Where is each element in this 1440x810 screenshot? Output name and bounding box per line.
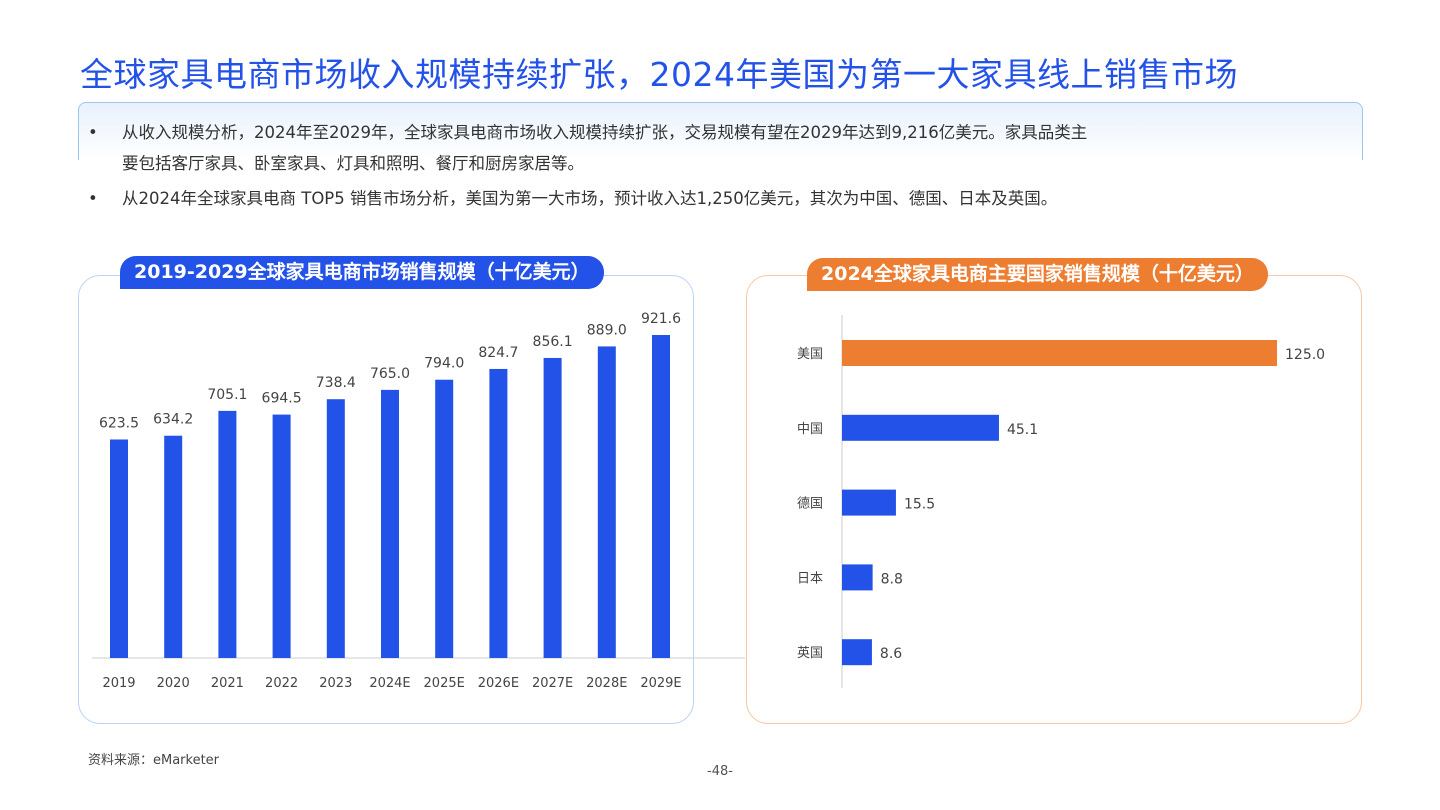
data-label-英国: 8.6: [880, 646, 902, 662]
bar-中国: [842, 414, 999, 441]
y-tick-英国: 英国: [797, 646, 823, 661]
source-note: 资料来源：eMarketer: [88, 753, 220, 768]
page-number: -48-: [707, 764, 733, 779]
bar-日本: [842, 564, 873, 591]
bullet-text: 从收入规模分析，2024年至2029年，全球家具电商市场收入规模持续扩张，交易规…: [122, 123, 1088, 142]
y-tick-美国: 美国: [797, 347, 823, 362]
right-chart-title: 2024全球家具电商主要国家销售规模（十亿美元）: [807, 258, 1268, 291]
data-label-德国: 15.5: [904, 497, 935, 513]
bullet-dot: •: [88, 123, 98, 142]
x-tick-2022: 2022: [265, 676, 298, 691]
data-label-2027E: 856.1: [533, 334, 573, 350]
x-tick-2023: 2023: [319, 676, 352, 691]
data-label-日本: 8.8: [881, 571, 903, 587]
bullet-dot: •: [88, 189, 98, 208]
data-label-2025E: 794.0: [424, 356, 464, 372]
bar-美国: [842, 340, 1277, 366]
bar-英国: [842, 639, 872, 666]
x-tick-2025E: 2025E: [424, 676, 465, 691]
left-chart-title: 2019-2029全球家具电商市场销售规模（十亿美元）: [120, 256, 604, 289]
x-tick-2019: 2019: [102, 676, 135, 691]
y-tick-日本: 日本: [797, 571, 823, 586]
x-tick-2029E: 2029E: [640, 676, 681, 691]
y-tick-德国: 德国: [797, 497, 823, 512]
data-label-2026E: 824.7: [478, 345, 518, 361]
bar-2019: [110, 439, 128, 658]
data-label-2020: 634.2: [153, 412, 193, 428]
bar-2021: [218, 410, 237, 658]
y-tick-中国: 中国: [797, 422, 823, 437]
bar-2025E: [435, 379, 454, 658]
data-label-2021: 705.1: [207, 387, 247, 403]
data-label-美国: 125.0: [1285, 347, 1325, 363]
bar-2028E: [597, 346, 616, 658]
x-tick-2021: 2021: [211, 676, 244, 691]
bar-2022: [272, 414, 291, 658]
data-label-中国: 45.1: [1007, 422, 1038, 438]
bar-德国: [842, 489, 896, 516]
summary-box: [78, 102, 1363, 160]
data-label-2022: 694.5: [262, 391, 302, 407]
bar-2026E: [489, 368, 508, 658]
bullet-text: 从2024年全球家具电商 TOP5 销售市场分析，美国为第一大市场，预计收入达1…: [122, 189, 1058, 208]
bar-2020: [164, 435, 183, 658]
x-tick-2027E: 2027E: [532, 676, 573, 691]
bar-2029E: [652, 335, 670, 658]
data-label-2029E: 921.6: [641, 311, 681, 327]
data-label-2019: 623.5: [99, 415, 139, 431]
bullet-text: 要包括客厅家具、卧室家具、灯具和照明、餐厅和厨房家居等。: [122, 154, 584, 173]
data-label-2028E: 889.0: [587, 322, 627, 338]
bar-2027E: [543, 357, 562, 658]
bar-2024E: [381, 389, 399, 658]
page-title: 全球家具电商市场收入规模持续扩张，2024年美国为第一大家具线上销售市场: [80, 55, 1238, 94]
data-label-2024E: 765.0: [370, 366, 410, 382]
x-tick-2026E: 2026E: [478, 676, 519, 691]
x-tick-2028E: 2028E: [586, 676, 627, 691]
x-tick-2020: 2020: [157, 676, 190, 691]
bar-2023: [326, 399, 345, 658]
x-tick-2024E: 2024E: [369, 676, 410, 691]
data-label-2023: 738.4: [316, 375, 356, 391]
